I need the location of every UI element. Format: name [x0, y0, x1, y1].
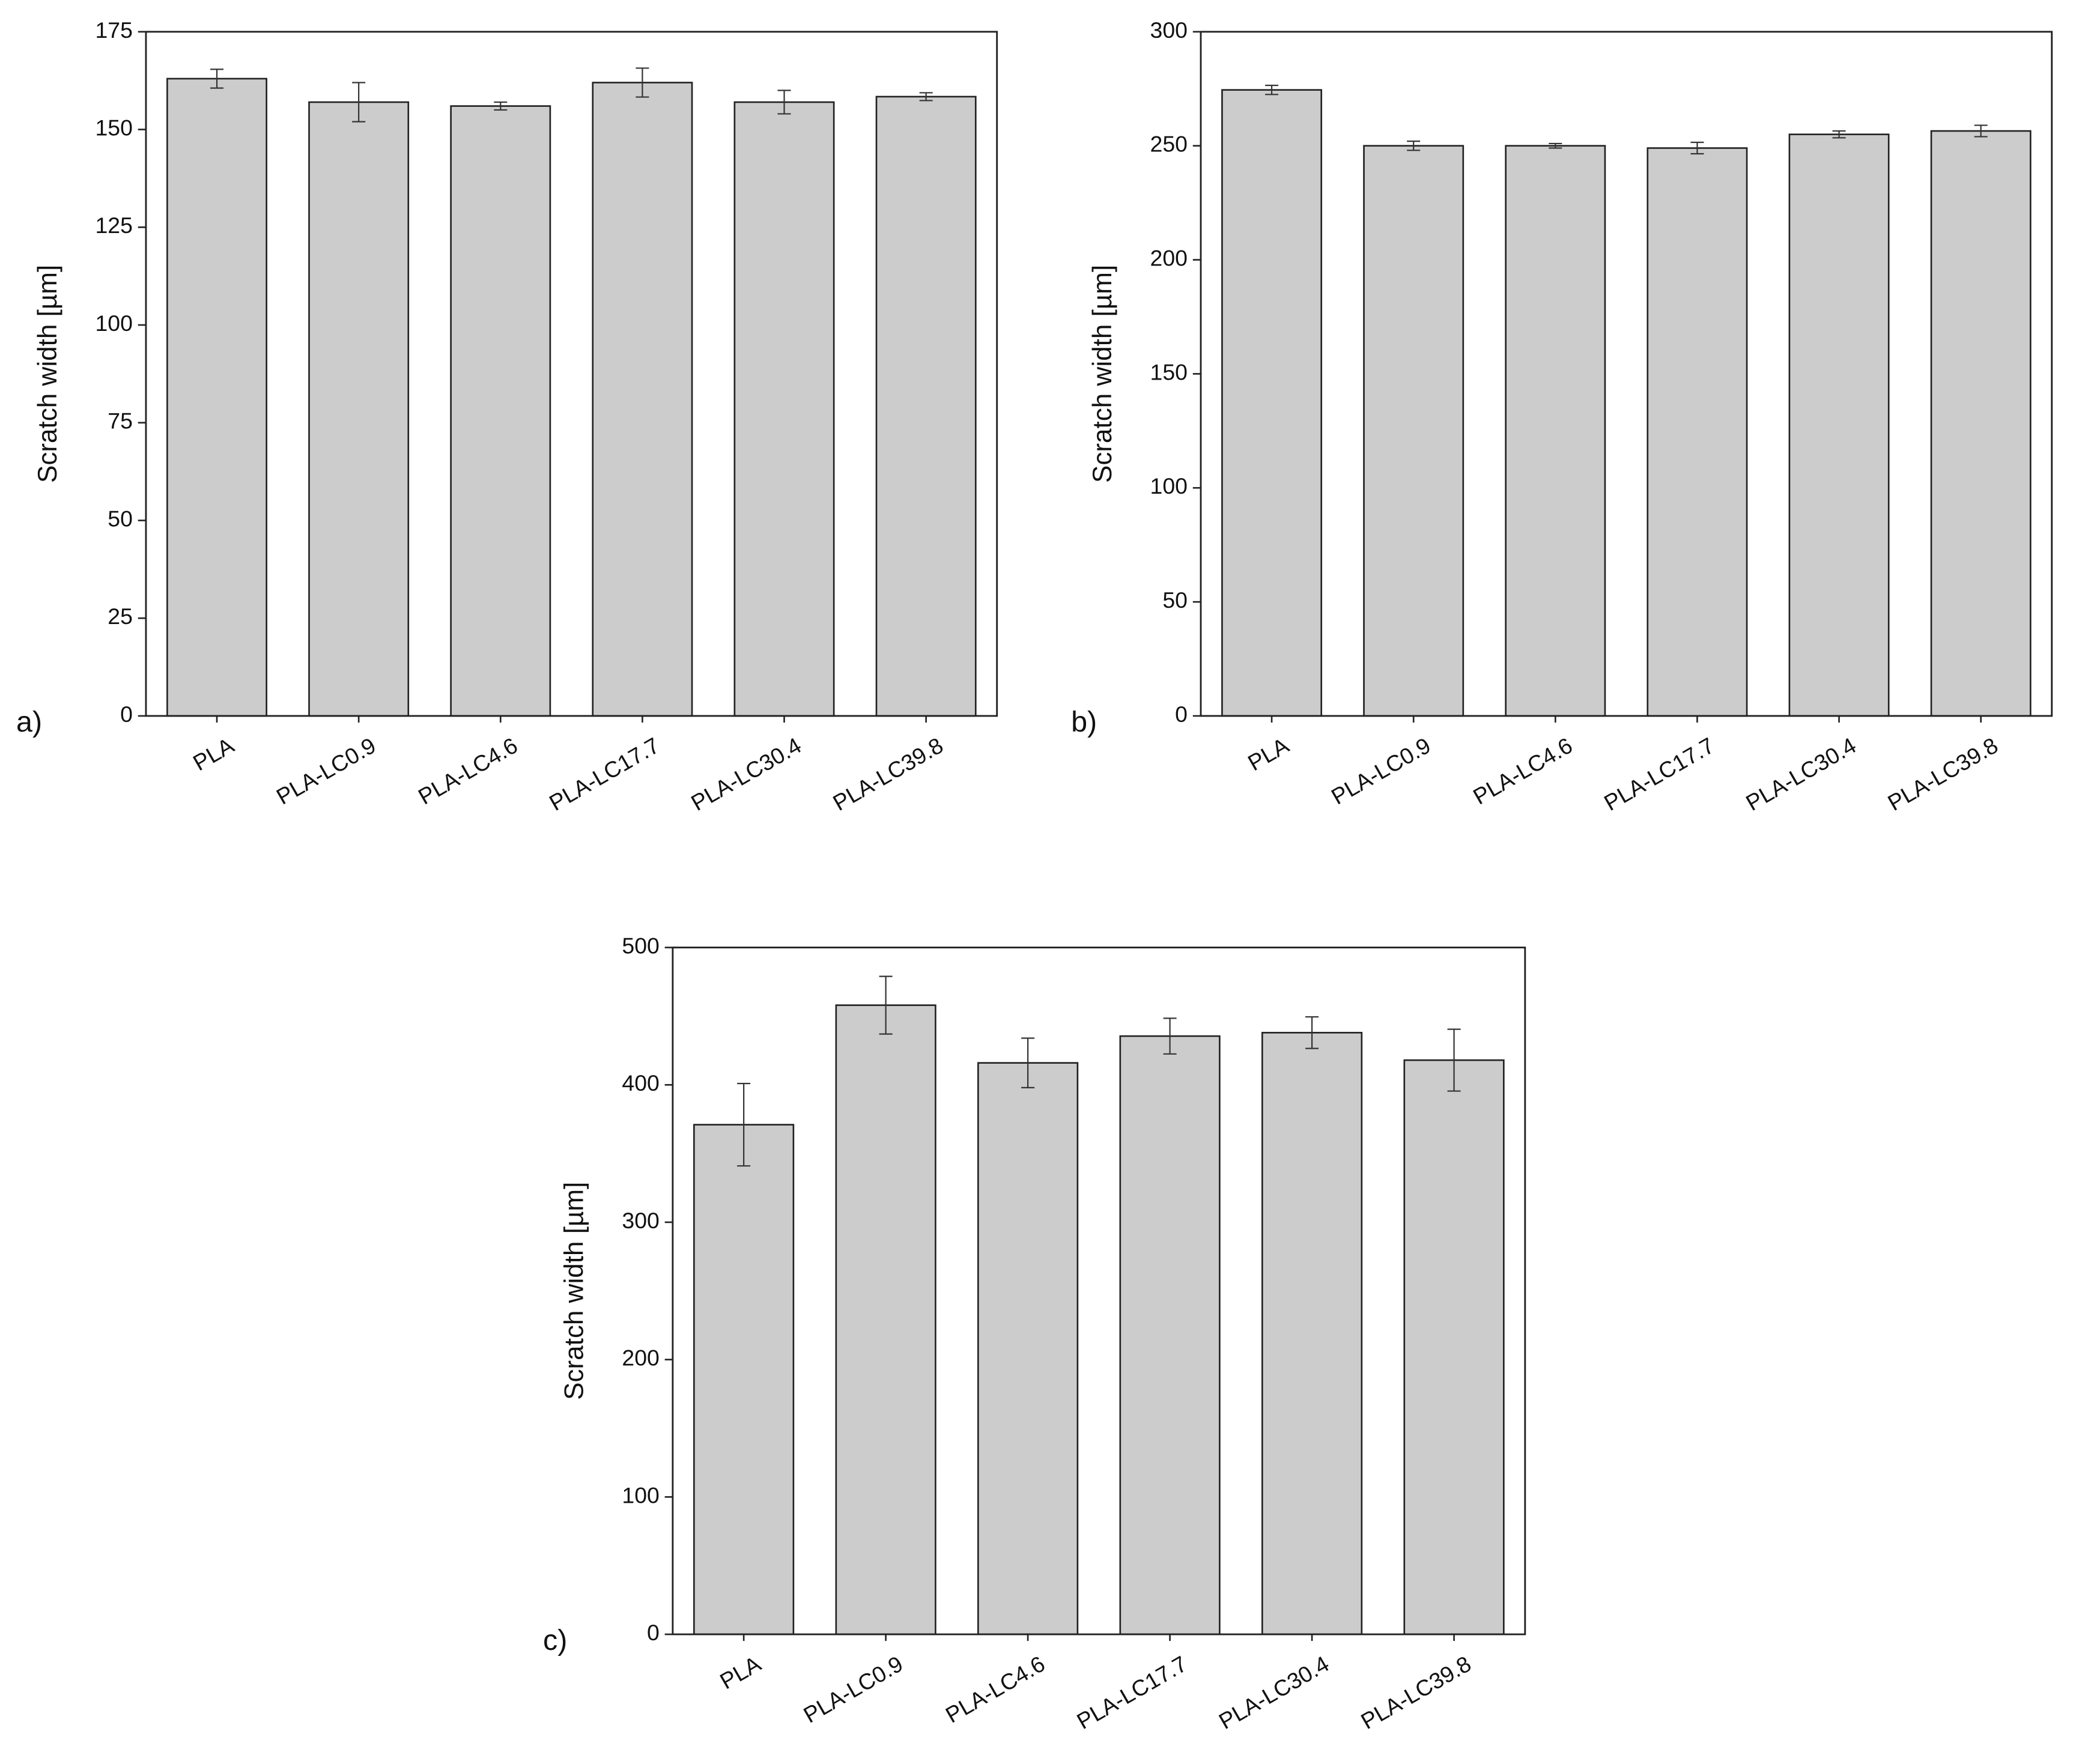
bar [1403, 1059, 1505, 1635]
y-tick-label: 0 [1175, 702, 1188, 727]
panel-label: b) [1071, 706, 1097, 738]
bar [1788, 133, 1890, 717]
x-tick-label: PLA-LC30.4 [1741, 733, 1860, 816]
error-bar [636, 67, 649, 98]
y-axis-title: Scratch width [µm] [33, 265, 62, 483]
y-axis-title: Scratch width [µm] [1088, 265, 1117, 483]
x-tick-label: PLA-LC17.7 [545, 733, 664, 816]
bar [1363, 145, 1464, 717]
x-tick-label: PLA-LC39.8 [1356, 1651, 1475, 1734]
bar [1221, 89, 1323, 717]
error-bar [879, 975, 893, 1035]
error-bar [1974, 124, 1988, 138]
x-tick-label: PLA [189, 733, 238, 776]
error-bar [494, 101, 508, 111]
y-tick-label: 25 [108, 604, 133, 629]
error-bar [1407, 141, 1421, 151]
error-bar [1690, 141, 1704, 155]
error-bar [1163, 1017, 1177, 1055]
x-tick-label: PLA-LC39.8 [1883, 733, 2002, 816]
x-tick-label: PLA-LC30.4 [1215, 1651, 1334, 1734]
y-tick-label: 150 [95, 115, 132, 140]
error-bar [1549, 142, 1562, 149]
chart-panel: 0 50 100 150 200 250 300 PLA PLA-LC0.9 PLA-LC4.6 P… [1071, 17, 2053, 816]
y-tick-label: 100 [95, 311, 132, 336]
error-bar [777, 89, 791, 115]
x-tick-label: PLA-LC0.9 [799, 1651, 907, 1728]
error-bar [1305, 1016, 1319, 1049]
error-bar [919, 92, 933, 102]
bar [835, 1004, 936, 1635]
chart-panel: 0 100 200 300 400 500 PLA PLA-LC0.9 PLA-LC4.6 PLA… [543, 933, 1526, 1734]
y-tick-label: 400 [622, 1070, 659, 1096]
x-tick-label: PLA-LC0.9 [272, 733, 380, 810]
bar [166, 77, 267, 717]
y-tick-label: 100 [1150, 473, 1188, 499]
y-tick-label: 0 [647, 1620, 660, 1645]
error-bar [352, 82, 366, 123]
x-tick-label: PLA-LC4.6 [941, 1651, 1049, 1728]
bar [693, 1124, 795, 1635]
error-bar [1265, 85, 1279, 95]
error-bar [210, 68, 224, 89]
x-tick-label: PLA [1243, 733, 1293, 776]
error-bar [1832, 130, 1846, 139]
bar [1261, 1032, 1363, 1635]
error-bar [1447, 1028, 1461, 1092]
bar [1505, 145, 1606, 717]
bar [592, 82, 693, 717]
y-tick-label: 175 [95, 17, 132, 43]
plot-frame [145, 31, 998, 717]
y-tick-label: 200 [622, 1345, 659, 1371]
x-tick-label: PLA-LC4.6 [414, 733, 522, 810]
y-tick-label: 100 [622, 1482, 659, 1508]
y-tick-label: 50 [108, 506, 133, 531]
error-bar [737, 1082, 751, 1167]
bar [450, 105, 551, 717]
bar [977, 1062, 1079, 1635]
y-tick-label: 500 [622, 933, 659, 958]
x-tick-label: PLA [715, 1651, 765, 1694]
bar [1647, 147, 1748, 717]
bar [1930, 130, 2032, 717]
panel-label: c) [543, 1624, 567, 1656]
x-tick-label: PLA-LC4.6 [1469, 733, 1577, 810]
y-tick-label: 250 [1150, 132, 1188, 157]
y-axis-title: Scratch width [µm] [560, 1182, 589, 1400]
panel-label: a) [16, 706, 42, 738]
bar [308, 101, 410, 717]
y-tick-label: 125 [95, 213, 132, 238]
plot-frame [1200, 31, 2053, 717]
y-tick-label: 300 [1150, 17, 1188, 43]
error-bar [1021, 1037, 1035, 1088]
y-tick-label: 50 [1162, 587, 1188, 613]
y-tick-label: 75 [108, 408, 133, 434]
x-tick-label: PLA-LC0.9 [1327, 733, 1435, 810]
bar [1119, 1035, 1221, 1635]
x-tick-label: PLA-LC17.7 [1072, 1651, 1191, 1734]
plot-frame [672, 947, 1526, 1635]
bar [733, 101, 835, 717]
bar [875, 95, 977, 717]
x-tick-label: PLA-LC30.4 [687, 733, 806, 816]
y-tick-label: 300 [622, 1208, 659, 1233]
y-tick-label: 150 [1150, 359, 1188, 384]
chart-panel: 0 25 50 75 100 125 150 175 PLA PLA-LC0.9 PLA-LC4.6… [16, 17, 998, 816]
y-tick-label: 0 [120, 702, 133, 727]
x-tick-label: PLA-LC39.8 [828, 733, 947, 816]
x-tick-label: PLA-LC17.7 [1600, 733, 1719, 816]
y-tick-label: 200 [1150, 245, 1188, 270]
